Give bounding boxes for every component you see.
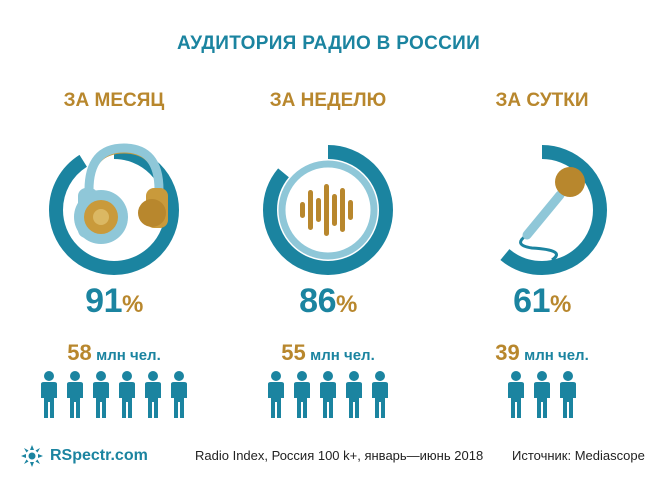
person-icon xyxy=(145,371,161,418)
percent-value: 91% xyxy=(85,282,143,320)
sound-wave-icon xyxy=(228,140,428,280)
brand-name: RSpectr.com xyxy=(50,447,148,464)
headphones-icon xyxy=(14,140,214,280)
column-label: ЗА МЕСЯЦ xyxy=(63,90,165,111)
person-icon xyxy=(534,371,550,418)
person-icon xyxy=(346,371,362,418)
brand-icon xyxy=(21,445,43,467)
person-icon xyxy=(171,371,187,418)
column-day: ЗА СУТКИ 61% 39 млн чел. xyxy=(442,90,642,430)
people-count: 58 млн чел. xyxy=(67,340,161,365)
page-title: АУДИТОРИЯ РАДИО В РОССИИ xyxy=(176,33,481,54)
brand-logo[interactable]: RSpectr.com xyxy=(20,444,148,468)
person-icon xyxy=(268,371,284,418)
people-icons xyxy=(14,370,214,420)
donut-ring xyxy=(477,145,607,275)
column-label: ЗА СУТКИ xyxy=(495,90,589,111)
person-icon xyxy=(67,371,83,418)
column-week: ЗА НЕДЕЛЮ 86% 55 млн чел. xyxy=(228,90,428,430)
people-icons xyxy=(228,370,428,420)
percent-value: 61% xyxy=(513,282,571,320)
person-icon xyxy=(294,371,310,418)
column-label: ЗА НЕДЕЛЮ xyxy=(269,90,387,111)
ring-arc-ЗА НЕДЕЛЮ xyxy=(263,145,393,275)
person-icon xyxy=(560,371,576,418)
microphone-icon xyxy=(442,140,642,280)
person-icon xyxy=(93,371,109,418)
person-icon xyxy=(372,371,388,418)
people-count: 55 млн чел. xyxy=(281,340,375,365)
ring-arc-ЗА СУТКИ xyxy=(477,145,607,275)
person-icon xyxy=(41,371,57,418)
person-icon xyxy=(508,371,524,418)
footer-note: Radio Index, Россия 100 k+, январь—июнь … xyxy=(195,448,484,463)
column-month: ЗА МЕСЯЦ 91% 58 млн чел. xyxy=(14,90,214,430)
person-icon xyxy=(119,371,135,418)
footer-source: Источник: Mediascope xyxy=(512,448,645,463)
donut-ring xyxy=(263,145,393,275)
people-icons xyxy=(442,370,642,420)
people-count: 39 млн чел. xyxy=(495,340,589,365)
percent-value: 86% xyxy=(299,282,357,320)
person-icon xyxy=(320,371,336,418)
